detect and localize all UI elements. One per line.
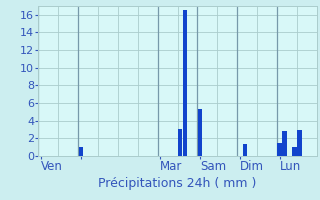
- Bar: [198, 109, 202, 156]
- Bar: [277, 143, 282, 156]
- Bar: [282, 131, 287, 156]
- Bar: [78, 147, 83, 156]
- Bar: [243, 144, 247, 156]
- X-axis label: Précipitations 24h ( mm ): Précipitations 24h ( mm ): [99, 177, 257, 190]
- Bar: [292, 147, 297, 156]
- Bar: [183, 10, 187, 156]
- Bar: [297, 130, 301, 156]
- Bar: [178, 129, 182, 156]
